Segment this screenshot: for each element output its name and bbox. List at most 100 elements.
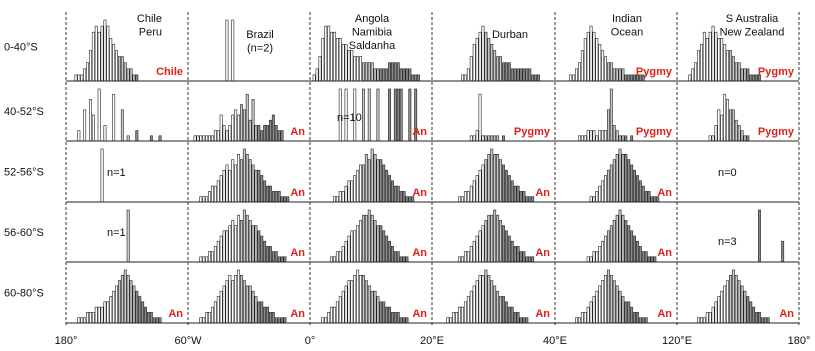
histogram-bar [257, 230, 261, 263]
histogram-bar [106, 25, 110, 82]
histogram-bar [393, 88, 397, 142]
histogram-bar [458, 256, 462, 263]
histogram-bar [717, 109, 721, 142]
histogram-bar [615, 285, 619, 324]
histogram-bar [120, 109, 124, 142]
histogram-bar [359, 274, 362, 324]
histogram-bar [499, 296, 502, 324]
histogram-bar [361, 164, 365, 203]
histogram-bar [271, 114, 275, 142]
histogram-bar [132, 285, 136, 324]
histogram-bar [531, 74, 535, 82]
histogram-bar [598, 130, 602, 142]
histogram-bar [248, 285, 252, 324]
histogram-bar [746, 135, 750, 142]
histogram-bar [103, 301, 107, 324]
histogram-bar [213, 185, 217, 203]
histogram-bar [641, 317, 645, 324]
histogram-bar [120, 274, 124, 324]
histogram-bar [332, 306, 336, 324]
histogram-bar [766, 317, 770, 324]
histogram-bar [327, 25, 331, 82]
histogram-bar [402, 191, 406, 203]
column-title: Chile [137, 13, 162, 25]
histogram-bar [589, 256, 593, 263]
histogram-bar [630, 74, 634, 82]
histogram-bar [225, 19, 229, 82]
histogram-bar [373, 290, 377, 324]
histogram-bar [644, 191, 648, 203]
histogram-bar [208, 191, 211, 203]
histogram-bar [344, 285, 348, 324]
histogram-bar [402, 68, 406, 82]
histogram-bar [463, 301, 467, 324]
histogram-bar [731, 109, 735, 142]
sample-size-note: n=3 [718, 236, 737, 248]
histogram-bar [510, 180, 514, 203]
histogram-bar [717, 296, 721, 324]
column-title: (n=2) [247, 43, 273, 55]
histogram-bar [231, 220, 235, 263]
histogram-bar [702, 31, 706, 82]
histogram-bar [493, 154, 497, 203]
histogram-bar [501, 62, 505, 82]
histogram-bar [254, 169, 258, 203]
histogram-bar [740, 285, 744, 324]
histogram-bar [569, 74, 573, 82]
histogram-bar [277, 130, 281, 142]
histogram-bar [635, 175, 639, 203]
histogram-bar [245, 93, 249, 142]
histogram-bar [396, 251, 400, 263]
histogram-bar [572, 74, 576, 82]
histogram-bar [481, 225, 485, 263]
histogram-bar [589, 196, 593, 203]
species-label: An [412, 187, 427, 199]
histogram-bar [525, 196, 529, 203]
histogram-bar [141, 301, 145, 324]
histogram-bar [228, 169, 232, 203]
histogram-bar [740, 130, 744, 142]
histogram-bar [254, 125, 258, 142]
histogram-bar [283, 317, 287, 324]
histogram-bar [382, 230, 386, 263]
x-tick-label: 60°W [174, 335, 202, 347]
histogram-bar [757, 209, 761, 263]
histogram-bar [103, 19, 107, 82]
histogram-bar [408, 68, 412, 82]
histogram-bar [708, 31, 712, 82]
histogram-bar [405, 196, 409, 203]
histogram-bar [592, 251, 596, 263]
species-label: An [168, 308, 183, 320]
histogram-bar [466, 191, 470, 203]
histogram-bar [225, 230, 229, 263]
column-title: New Zealand [720, 27, 785, 39]
histogram-bar [702, 317, 706, 324]
histogram-bar [633, 169, 637, 203]
histogram-bar [466, 251, 470, 263]
histogram-bar [396, 185, 400, 203]
histogram-bar [248, 220, 252, 263]
histogram-bar [737, 125, 741, 142]
histogram-bar [80, 74, 84, 82]
histogram-bar [723, 93, 727, 142]
x-tick-label: 120°E [662, 335, 692, 347]
histogram-bar [746, 296, 750, 324]
histogram-bar [720, 114, 724, 142]
histogram-bar [382, 301, 386, 324]
histogram-bar [743, 135, 747, 142]
histogram-bar [615, 68, 619, 82]
histogram-bar [630, 306, 634, 324]
histogram-bar [89, 50, 92, 82]
histogram-bar [601, 180, 605, 203]
histogram-bar [216, 130, 220, 142]
histogram-bar [231, 159, 235, 203]
histogram-bar [94, 25, 98, 82]
histogram-bar [376, 225, 380, 263]
histogram-bar [199, 135, 203, 142]
histogram-bar [211, 185, 214, 203]
histogram-bar [376, 296, 380, 324]
histogram-bar [268, 312, 272, 324]
histogram-bar [251, 99, 255, 142]
histogram-bar [280, 256, 284, 263]
histogram-bar [205, 135, 209, 142]
